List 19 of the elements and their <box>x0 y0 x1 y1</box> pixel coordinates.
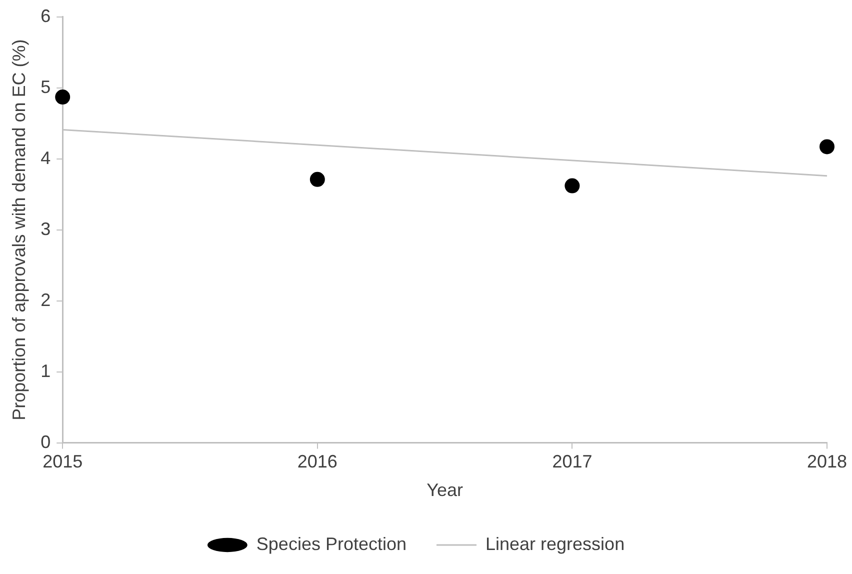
y-tick-label: 3 <box>40 218 51 239</box>
point <box>564 178 580 194</box>
legend-label: Linear regression <box>486 534 625 554</box>
y-tick-label: 5 <box>40 76 51 97</box>
y-tick-label: 4 <box>40 148 51 168</box>
y-tick-label: 0 <box>40 432 51 452</box>
x-tick-label: 2018 <box>806 452 848 472</box>
y-tick-label: 1 <box>40 360 51 381</box>
y-tick-label: 6 <box>40 6 51 26</box>
y-axis-title: Proportion of approvals with demand on EC (%) <box>8 39 29 420</box>
x-tick-label: 2015 <box>42 452 83 472</box>
x-tick-label: 2016 <box>297 452 338 472</box>
x-axis-title: Year <box>426 480 463 500</box>
legend-label: Species Protection <box>256 534 407 554</box>
point <box>310 172 325 187</box>
point <box>820 139 834 154</box>
x-tick-label: 2017 <box>552 452 592 472</box>
point <box>55 90 70 105</box>
y-tick-label: 2 <box>40 290 51 310</box>
